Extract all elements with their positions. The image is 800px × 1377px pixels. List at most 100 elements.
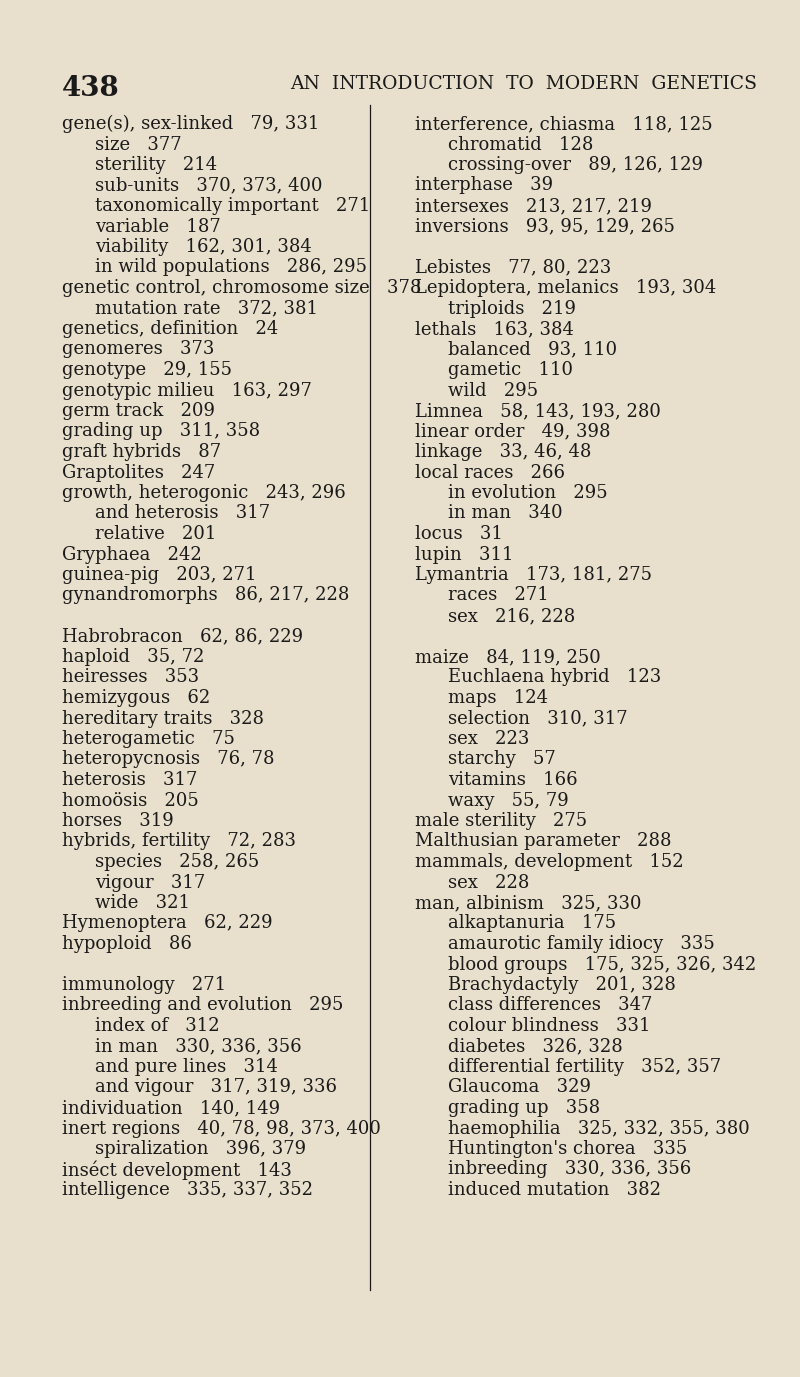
Text: induced mutation   382: induced mutation 382 xyxy=(448,1181,661,1199)
Text: Hymenoptera   62, 229: Hymenoptera 62, 229 xyxy=(62,914,273,932)
Text: waxy   55, 79: waxy 55, 79 xyxy=(448,792,569,810)
Text: inséct development   143: inséct development 143 xyxy=(62,1161,292,1180)
Text: maps   124: maps 124 xyxy=(448,688,548,706)
Text: in evolution   295: in evolution 295 xyxy=(448,483,608,503)
Text: locus   31: locus 31 xyxy=(415,525,503,543)
Text: genotypic milieu   163, 297: genotypic milieu 163, 297 xyxy=(62,381,312,399)
Text: hemizygous   62: hemizygous 62 xyxy=(62,688,210,706)
Text: intersexes   213, 217, 219: intersexes 213, 217, 219 xyxy=(415,197,652,215)
Text: guinea-pig   203, 271: guinea-pig 203, 271 xyxy=(62,566,257,584)
Text: heterosis   317: heterosis 317 xyxy=(62,771,198,789)
Text: in man   330, 336, 356: in man 330, 336, 356 xyxy=(95,1037,302,1056)
Text: Habrobracon   62, 86, 229: Habrobracon 62, 86, 229 xyxy=(62,628,303,646)
Text: Brachydactyly   201, 328: Brachydactyly 201, 328 xyxy=(448,976,676,994)
Text: Gryphaea   242: Gryphaea 242 xyxy=(62,545,202,563)
Text: and pure lines   314: and pure lines 314 xyxy=(95,1058,278,1075)
Text: Glaucoma   329: Glaucoma 329 xyxy=(448,1078,591,1096)
Text: germ track   209: germ track 209 xyxy=(62,402,215,420)
Text: hereditary traits   328: hereditary traits 328 xyxy=(62,709,264,727)
Text: mammals, development   152: mammals, development 152 xyxy=(415,852,684,872)
Text: hypoploid   86: hypoploid 86 xyxy=(62,935,192,953)
Text: in man   340: in man 340 xyxy=(448,504,562,522)
Text: heiresses   353: heiresses 353 xyxy=(62,668,199,687)
Text: horses   319: horses 319 xyxy=(62,812,174,830)
Text: haploid   35, 72: haploid 35, 72 xyxy=(62,649,204,666)
Text: heteropycnosis   76, 78: heteropycnosis 76, 78 xyxy=(62,750,274,768)
Text: wide   321: wide 321 xyxy=(95,894,190,912)
Text: local races   266: local races 266 xyxy=(415,464,565,482)
Text: haemophilia   325, 332, 355, 380: haemophilia 325, 332, 355, 380 xyxy=(448,1120,750,1137)
Text: gametic   110: gametic 110 xyxy=(448,361,573,379)
Text: interphase   39: interphase 39 xyxy=(415,176,553,194)
Text: genetics, definition   24: genetics, definition 24 xyxy=(62,319,278,337)
Text: sex   216, 228: sex 216, 228 xyxy=(448,607,575,625)
Text: selection   310, 317: selection 310, 317 xyxy=(448,709,628,727)
Text: linear order   49, 398: linear order 49, 398 xyxy=(415,423,610,441)
Text: sex   223: sex 223 xyxy=(448,730,530,748)
Text: variable   187: variable 187 xyxy=(95,218,221,235)
Text: gene(s), sex-linked   79, 331: gene(s), sex-linked 79, 331 xyxy=(62,116,319,134)
Text: Euchlaena hybrid   123: Euchlaena hybrid 123 xyxy=(448,668,662,687)
Text: colour blindness   331: colour blindness 331 xyxy=(448,1018,650,1036)
Text: sterility   214: sterility 214 xyxy=(95,156,217,174)
Text: blood groups   175, 325, 326, 342: blood groups 175, 325, 326, 342 xyxy=(448,956,756,974)
Text: inert regions   40, 78, 98, 373, 400: inert regions 40, 78, 98, 373, 400 xyxy=(62,1120,381,1137)
Text: male sterility   275: male sterility 275 xyxy=(415,812,587,830)
Text: grading up   358: grading up 358 xyxy=(448,1099,600,1117)
Text: linkage   33, 46, 48: linkage 33, 46, 48 xyxy=(415,443,591,461)
Text: vitamins   166: vitamins 166 xyxy=(448,771,578,789)
Text: inbreeding   330, 336, 356: inbreeding 330, 336, 356 xyxy=(448,1161,691,1179)
Text: class differences   347: class differences 347 xyxy=(448,997,652,1015)
Text: relative   201: relative 201 xyxy=(95,525,216,543)
Text: races   271: races 271 xyxy=(448,587,549,605)
Text: homoösis   205: homoösis 205 xyxy=(62,792,198,810)
Text: taxonomically important   271: taxonomically important 271 xyxy=(95,197,370,215)
Text: maize   84, 119, 250: maize 84, 119, 250 xyxy=(415,649,601,666)
Text: wild   295: wild 295 xyxy=(448,381,538,399)
Text: immunology   271: immunology 271 xyxy=(62,976,226,994)
Text: in wild populations   286, 295: in wild populations 286, 295 xyxy=(95,259,367,277)
Text: individuation   140, 149: individuation 140, 149 xyxy=(62,1099,280,1117)
Text: Huntington's chorea   335: Huntington's chorea 335 xyxy=(448,1140,687,1158)
Text: 438: 438 xyxy=(62,74,120,102)
Text: and heterosis   317: and heterosis 317 xyxy=(95,504,270,522)
Text: Graptolites   247: Graptolites 247 xyxy=(62,464,215,482)
Text: vigour   317: vigour 317 xyxy=(95,873,206,891)
Text: Malthusian parameter   288: Malthusian parameter 288 xyxy=(415,833,671,851)
Text: sex   228: sex 228 xyxy=(448,873,530,891)
Text: Lymantria   173, 181, 275: Lymantria 173, 181, 275 xyxy=(415,566,652,584)
Text: starchy   57: starchy 57 xyxy=(448,750,556,768)
Text: gynandromorphs   86, 217, 228: gynandromorphs 86, 217, 228 xyxy=(62,587,350,605)
Text: differential fertility   352, 357: differential fertility 352, 357 xyxy=(448,1058,721,1075)
Text: sub-units   370, 373, 400: sub-units 370, 373, 400 xyxy=(95,176,322,194)
Text: Limnea   58, 143, 193, 280: Limnea 58, 143, 193, 280 xyxy=(415,402,661,420)
Text: Lebistes   77, 80, 223: Lebistes 77, 80, 223 xyxy=(415,259,611,277)
Text: diabetes   326, 328: diabetes 326, 328 xyxy=(448,1037,622,1056)
Text: man, albinism   325, 330: man, albinism 325, 330 xyxy=(415,894,642,912)
Text: heterogametic   75: heterogametic 75 xyxy=(62,730,235,748)
Text: mutation rate   372, 381: mutation rate 372, 381 xyxy=(95,300,318,318)
Text: size   377: size 377 xyxy=(95,135,182,153)
Text: growth, heterogonic   243, 296: growth, heterogonic 243, 296 xyxy=(62,483,346,503)
Text: lupin   311: lupin 311 xyxy=(415,545,514,563)
Text: genotype   29, 155: genotype 29, 155 xyxy=(62,361,232,379)
Text: intelligence   335, 337, 352: intelligence 335, 337, 352 xyxy=(62,1181,313,1199)
Text: balanced   93, 110: balanced 93, 110 xyxy=(448,340,617,358)
Text: amaurotic family idiocy   335: amaurotic family idiocy 335 xyxy=(448,935,714,953)
Text: spiralization   396, 379: spiralization 396, 379 xyxy=(95,1140,306,1158)
Text: genomeres   373: genomeres 373 xyxy=(62,340,214,358)
Text: AN  INTRODUCTION  TO  MODERN  GENETICS: AN INTRODUCTION TO MODERN GENETICS xyxy=(290,74,757,94)
Text: and vigour   317, 319, 336: and vigour 317, 319, 336 xyxy=(95,1078,337,1096)
Text: lethals   163, 384: lethals 163, 384 xyxy=(415,319,574,337)
Text: index of   312: index of 312 xyxy=(95,1018,220,1036)
Text: grading up   311, 358: grading up 311, 358 xyxy=(62,423,260,441)
Text: crossing-over   89, 126, 129: crossing-over 89, 126, 129 xyxy=(448,156,703,174)
Text: triploids   219: triploids 219 xyxy=(448,300,576,318)
Text: inversions   93, 95, 129, 265: inversions 93, 95, 129, 265 xyxy=(415,218,675,235)
Text: inbreeding and evolution   295: inbreeding and evolution 295 xyxy=(62,997,343,1015)
Text: viability   162, 301, 384: viability 162, 301, 384 xyxy=(95,238,312,256)
Text: interference, chiasma   118, 125: interference, chiasma 118, 125 xyxy=(415,116,713,134)
Text: alkaptanuria   175: alkaptanuria 175 xyxy=(448,914,616,932)
Text: species   258, 265: species 258, 265 xyxy=(95,852,259,872)
Text: hybrids, fertility   72, 283: hybrids, fertility 72, 283 xyxy=(62,833,296,851)
